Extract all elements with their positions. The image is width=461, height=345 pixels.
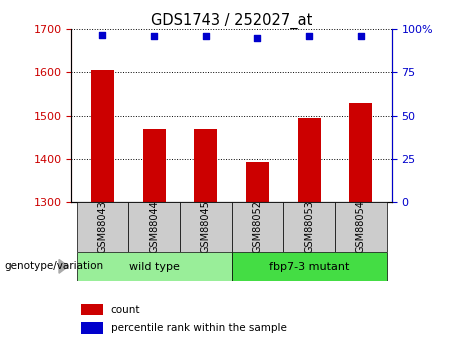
Point [99,32,106,37]
Text: percentile rank within the sample: percentile rank within the sample [111,323,287,333]
Bar [231,252,387,281]
Bar [77,252,231,281]
Title: GDS1743 / 252027_at: GDS1743 / 252027_at [151,13,313,29]
Bar [91,70,114,202]
Text: GSM88045: GSM88045 [201,200,211,253]
Bar [246,162,269,202]
Bar [194,129,218,202]
Text: genotype/variation: genotype/variation [5,262,104,271]
Point [150,33,158,39]
Bar [231,202,284,252]
Bar [77,202,128,252]
Text: GSM88052: GSM88052 [253,200,262,253]
Text: GSM88043: GSM88043 [97,200,107,253]
Bar [297,118,321,202]
Text: GSM88044: GSM88044 [149,200,159,253]
Bar [335,202,387,252]
Text: count: count [111,305,140,315]
Bar [142,129,166,202]
Text: wild type: wild type [129,262,180,272]
Text: fbp7-3 mutant: fbp7-3 mutant [269,262,349,272]
Point [254,35,261,41]
Point [306,33,313,39]
Bar [180,202,231,252]
Bar [81,304,103,315]
Polygon shape [59,259,68,273]
Bar [81,322,103,334]
Point [202,33,209,39]
Bar [349,103,372,202]
Text: GSM88053: GSM88053 [304,200,314,253]
Bar [128,202,180,252]
Point [357,33,365,39]
Bar [284,202,335,252]
Text: GSM88054: GSM88054 [356,200,366,253]
